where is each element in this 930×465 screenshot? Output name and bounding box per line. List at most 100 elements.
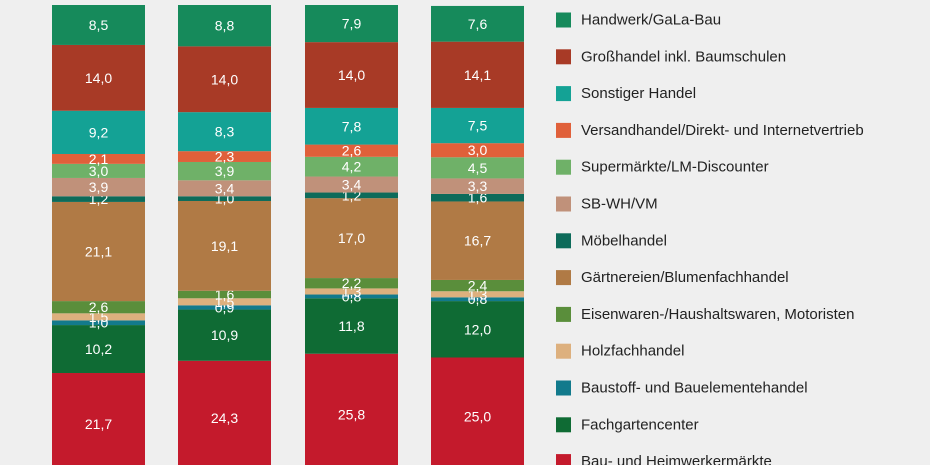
legend-label: SB-WH/VM [581,196,658,213]
data-label: 4,5 [468,160,488,176]
bar-segment [305,42,398,108]
bar-segment [52,110,145,154]
legend-item: SB-WH/VM [556,196,658,213]
legend-swatch [556,306,571,322]
legend-label: Sonstiger Handel [581,85,696,102]
bar-segment [431,107,524,144]
data-label: 21,7 [85,416,112,432]
data-label: 25,0 [464,408,491,424]
data-label: 14,0 [338,67,365,83]
bar-segment [178,298,271,306]
bar-segment [178,309,271,361]
bar-segment [431,157,524,179]
legend-item: Eisenwaren-/Haushaltswaren, Motoristen [556,306,854,323]
legend-item: Holzfachhandel [556,343,684,360]
bar-segment [52,5,145,45]
legend-swatch [556,12,571,28]
legend-swatch [556,49,571,65]
data-label: 7,8 [342,118,362,134]
bar-segment [431,193,524,202]
bar-segment [431,357,524,465]
bar-3: 25,811,80,81,32,217,01,23,44,22,67,814,0… [305,5,398,465]
bar-segment [178,360,271,465]
legend: Handwerk/GaLa-Bau Großhandel inkl. Baumsc… [556,12,864,465]
bar-segment [305,294,398,299]
data-label: 2,6 [342,143,362,159]
bar-segment [178,112,271,152]
data-label: 2,2 [342,275,362,291]
legend-item: Gärtnereien/Blumenfachhandel [556,269,789,286]
bar-segment [431,201,524,280]
legend-label: Baustoff- und Bauelementehandel [581,380,808,397]
legend-swatch [556,233,571,249]
legend-item: Handwerk/GaLa-Bau [556,12,721,29]
bar-segment [52,320,145,326]
data-label: 21,1 [85,244,112,260]
data-label: 11,8 [338,318,364,334]
legend-label: Möbelhandel [581,232,667,249]
bar-segment [431,297,524,302]
data-label: 14,0 [211,71,238,87]
legend-label: Eisenwaren-/Haushaltswaren, Motoristen [581,306,854,323]
data-label: 3,0 [468,142,488,158]
bar-segment [305,144,398,157]
legend-item: Sonstiger Handel [556,85,696,102]
bar-4: 25,012,00,81,32,416,71,63,34,53,07,514,1… [431,5,524,465]
bar-segment [52,325,145,374]
bar-segment [305,198,398,279]
bar-segment [431,178,524,194]
data-label: 12,0 [464,321,491,337]
bar-segment [431,291,524,298]
legend-label: Bau- und Heimwerkermärkte [581,453,772,465]
bar-segment [178,151,271,162]
data-label: 25,8 [338,406,365,422]
bar-segment [52,44,145,111]
data-label: 3,4 [342,177,362,193]
data-label: 16,7 [464,233,491,249]
bar-segment [431,301,524,358]
bar-2: 24,310,90,91,51,619,11,03,43,92,38,314,0… [178,5,271,465]
data-label: 2,4 [468,278,488,294]
data-label: 3,9 [89,179,109,195]
bar-segment [178,161,271,181]
bar-segment [178,196,271,201]
data-label: 7,9 [342,16,362,32]
legend-item: Großhandel inkl. Baumschulen [556,48,786,65]
bar-segment [178,180,271,197]
data-label: 8,8 [215,18,235,34]
bar-segment [305,5,398,43]
bar-segment [305,156,398,177]
legend-item: Fachgartencenter [556,416,699,433]
bar-segment [178,305,271,310]
bar-segment [178,290,271,299]
bar-segment [431,5,524,42]
data-label: 14,0 [85,70,112,86]
bar-1: 21,710,21,01,52,621,11,23,93,02,19,214,0… [52,5,145,465]
bar-segment [431,41,524,108]
bar-segment [305,192,398,199]
bar-segment [52,301,145,314]
legend-swatch [556,122,571,138]
legend-swatch [556,86,571,102]
bar-segment [305,176,398,193]
legend-label: Holzfachhandel [581,343,684,360]
data-label: 8,3 [215,124,235,140]
bar-segment [305,353,398,465]
legend-label: Fachgartencenter [581,416,699,433]
legend-swatch [556,343,571,359]
bar-segment [52,163,145,178]
bar-segment [52,177,145,197]
data-label: 8,5 [89,17,109,33]
data-label: 19,1 [211,238,238,254]
bar-segment [178,200,271,291]
bar-segment [52,153,145,164]
bar-segment [178,5,271,47]
legend-swatch [556,380,571,396]
data-label: 7,5 [468,118,488,134]
bar-segment [431,279,524,292]
legend-label: Supermärkte/LM-Discounter [581,159,769,176]
bar-segment [431,143,524,158]
data-label: 17,0 [338,230,365,246]
bar-segment [52,196,145,202]
